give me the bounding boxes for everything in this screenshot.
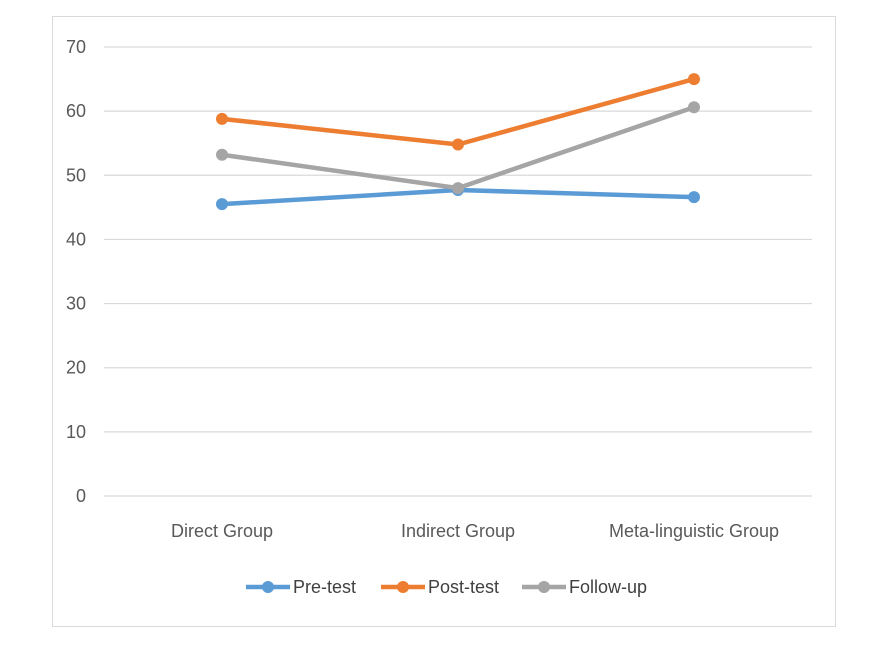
data-point <box>452 138 464 151</box>
data-point <box>216 198 228 211</box>
data-point <box>688 101 700 114</box>
legend: Pre-test Post-test Follow-up <box>246 577 647 597</box>
data-point <box>452 182 464 195</box>
legend-item: Post-test <box>381 577 499 597</box>
x-tick-label: Direct Group <box>171 521 273 541</box>
x-tick-label: Meta-linguistic Group <box>609 521 779 541</box>
chart-frame <box>52 16 836 627</box>
x-axis-tick-labels: Direct Group Indirect Group Meta-linguisti… <box>171 521 779 541</box>
series-points <box>216 73 700 211</box>
data-point <box>216 112 228 125</box>
data-point <box>688 73 700 86</box>
data-point <box>216 148 228 161</box>
y-tick-label: 10 <box>66 422 86 442</box>
y-tick-label: 40 <box>66 229 86 249</box>
legend-label: Follow-up <box>569 577 647 597</box>
y-tick-label: 0 <box>76 486 86 506</box>
legend-item: Pre-test <box>246 577 356 597</box>
legend-swatch-marker <box>538 581 550 593</box>
y-tick-label: 30 <box>66 294 86 314</box>
legend-label: Pre-test <box>293 577 356 597</box>
y-tick-label: 60 <box>66 101 86 121</box>
y-tick-label: 20 <box>66 358 86 378</box>
y-axis-tick-labels: 0 10 20 30 40 50 60 70 <box>66 37 86 506</box>
legend-label: Post-test <box>428 577 499 597</box>
y-tick-label: 50 <box>66 165 86 185</box>
data-point <box>688 191 700 204</box>
gridlines <box>104 46 812 497</box>
legend-item: Follow-up <box>522 577 647 597</box>
legend-swatch-marker <box>397 581 409 593</box>
series-line-post-test <box>219 76 697 147</box>
legend-swatch-marker <box>262 581 274 593</box>
y-tick-label: 70 <box>66 37 86 57</box>
x-tick-label: Indirect Group <box>401 521 515 541</box>
